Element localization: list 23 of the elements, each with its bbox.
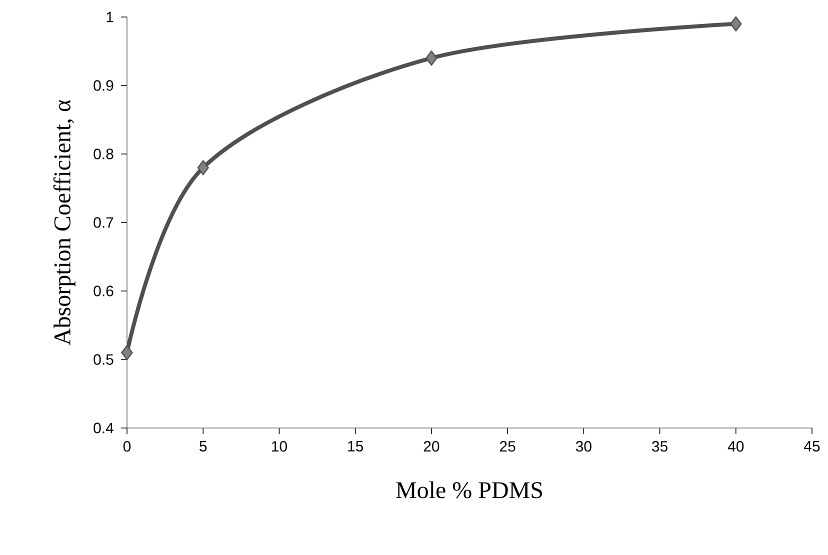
y-tick-label: 0.4 (94, 422, 114, 434)
y-tick-label: 0.7 (94, 217, 114, 228)
x-tick-label: 15 (348, 441, 364, 452)
y-tick-label: 0.9 (94, 80, 114, 91)
y-tick-label: 1 (106, 12, 114, 22)
x-tick-label: 10 (272, 441, 287, 452)
x-tick-label: 35 (652, 441, 668, 452)
y-tick-label: 0.8 (94, 148, 114, 160)
x-tick-label: 40 (728, 441, 744, 452)
point (121, 345, 133, 360)
x-axis-title: Mole % PDMS (396, 481, 542, 498)
point (197, 160, 209, 176)
x-tick-label: 25 (500, 441, 516, 452)
point (730, 16, 742, 32)
x-tick-label: 5 (200, 441, 207, 452)
x-tick-label: 0 (123, 441, 131, 452)
y-axis-title: Absorption Coefficient, α (53, 100, 76, 346)
point (426, 50, 438, 66)
x-tick-label: 45 (804, 441, 820, 452)
y-tick-label: 0.5 (94, 354, 114, 365)
x-tick-label: 30 (576, 441, 592, 452)
y-tick-label: 0.6 (94, 286, 114, 296)
x-tick-label: 20 (424, 441, 440, 452)
